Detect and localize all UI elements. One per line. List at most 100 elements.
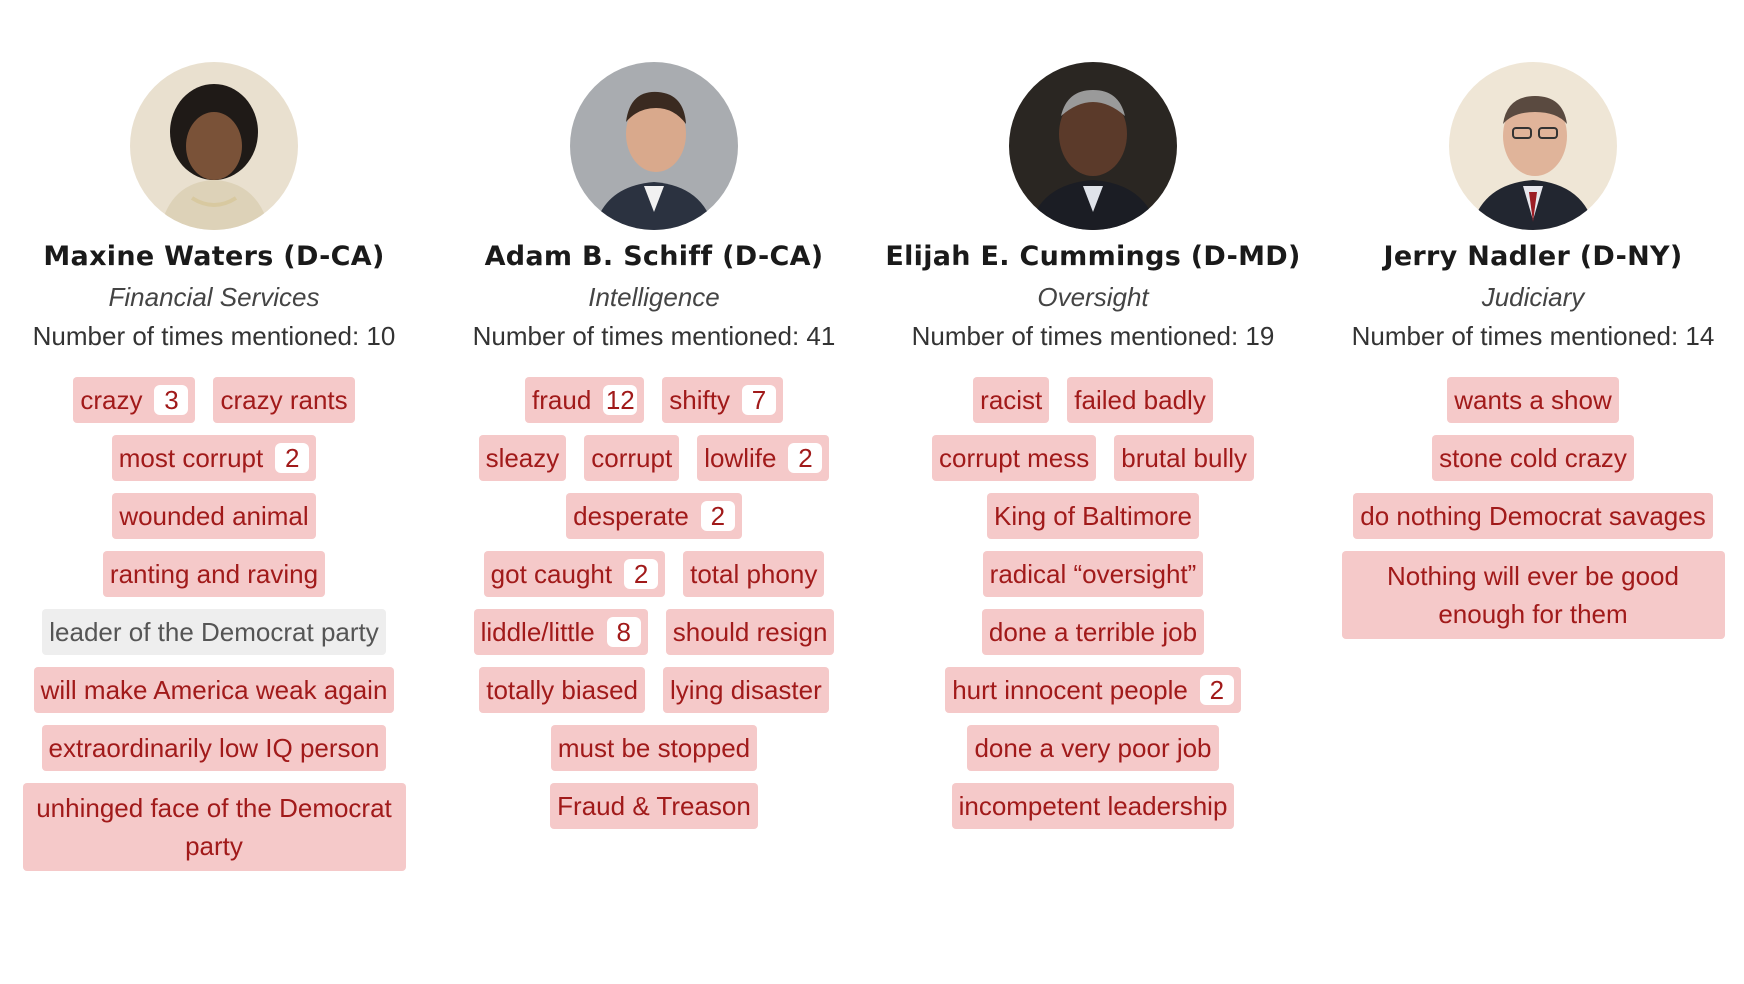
tag-row: desperate 2: [566, 493, 742, 539]
insult-tag: failed badly: [1067, 377, 1213, 423]
person-name: Elijah E. Cummings (D-MD): [885, 241, 1301, 272]
person-name: Jerry Nadler (D-NY): [1383, 241, 1683, 272]
tag-label: corrupt: [591, 443, 673, 473]
tag-row: King of Baltimore: [987, 493, 1199, 539]
tag-count: 2: [788, 443, 823, 473]
tag-row: corrupt mess brutal bully: [932, 435, 1254, 481]
tag-row: got caught 2 total phony: [483, 551, 825, 597]
insult-tag: done a very poor job: [967, 725, 1219, 771]
tag-row: done a very poor job: [967, 725, 1219, 771]
tag-label: sleazy: [485, 443, 560, 473]
tag-label: brutal bully: [1121, 443, 1247, 473]
insult-tag: Nothing will ever be good enough for the…: [1341, 551, 1725, 639]
profile-card: Jerry Nadler (D-NY) Judiciary Number of …: [1333, 0, 1733, 639]
committee-name: Oversight: [1037, 282, 1149, 312]
tag-row: unhinged face of the Democrat party: [22, 783, 406, 871]
tag-row: do nothing Democrat savages: [1353, 493, 1713, 539]
insult-tags: crazy 3 crazy rants most corrupt 2 wounded…: [14, 377, 414, 871]
tag-label: lying disaster: [670, 675, 822, 705]
tag-label: lowlife: [704, 443, 777, 473]
mention-count: Number of times mentioned: 41: [472, 321, 836, 351]
tag-row: Nothing will ever be good enough for the…: [1341, 551, 1725, 639]
mention-count: Number of times mentioned: 10: [32, 321, 396, 351]
tag-label: do nothing Democrat savages: [1360, 501, 1706, 531]
tag-count: 8: [606, 617, 641, 647]
tag-row: incompetent leadership: [951, 783, 1235, 829]
insult-tag: lowlife 2: [697, 435, 830, 481]
tag-label: Nothing will ever be good enough for the…: [1387, 561, 1679, 629]
insult-tag: incompetent leadership: [951, 783, 1235, 829]
tag-label: must be stopped: [557, 733, 751, 763]
tag-row: ranting and raving: [102, 551, 326, 597]
insult-tag: corrupt: [584, 435, 680, 481]
tag-row: hurt innocent people 2: [945, 667, 1241, 713]
insult-tag: liddle/little 8: [473, 609, 648, 655]
profile-photo: [1449, 62, 1617, 230]
tag-count: 2: [275, 443, 310, 473]
tag-label: most corrupt: [118, 443, 264, 473]
insult-tag: shifty 7: [662, 377, 783, 423]
insult-tag: should resign: [665, 609, 835, 655]
tag-label: crazy rants: [220, 385, 348, 415]
insult-tag: King of Baltimore: [987, 493, 1199, 539]
tag-count: 3: [154, 385, 189, 415]
tag-label: incompetent leadership: [958, 791, 1228, 821]
tag-label: hurt innocent people: [952, 675, 1188, 705]
insult-tag: hurt innocent people 2: [945, 667, 1241, 713]
tag-label: leader of the Democrat party: [49, 617, 379, 647]
insult-tag: desperate 2: [566, 493, 742, 539]
insult-tag: corrupt mess: [932, 435, 1097, 481]
committee-name: Intelligence: [588, 282, 720, 312]
tag-row: must be stopped: [550, 725, 758, 771]
insult-tag: Fraud & Treason: [550, 783, 758, 829]
insult-tag: total phony: [683, 551, 825, 597]
profile-photo: [1009, 62, 1177, 230]
tag-label: unhinged face of the Democrat party: [36, 793, 392, 861]
tag-label: done a terrible job: [988, 617, 1198, 647]
tag-row: radical “oversight”: [982, 551, 1204, 597]
tag-row: wants a show: [1447, 377, 1619, 423]
insult-tag: done a terrible job: [981, 609, 1205, 655]
tag-label: liddle/little: [480, 617, 595, 647]
tag-label: wants a show: [1454, 385, 1612, 415]
tag-row: sleazy corrupt lowlife 2: [478, 435, 830, 481]
tag-label: desperate: [573, 501, 689, 531]
tag-row: most corrupt 2: [111, 435, 317, 481]
tag-row: totally biased lying disaster: [479, 667, 829, 713]
insult-tag: sleazy: [478, 435, 567, 481]
insult-tag: must be stopped: [550, 725, 758, 771]
profile-photo: [570, 62, 738, 230]
tag-label: got caught: [490, 559, 613, 589]
tag-row: extraordinarily low IQ person: [41, 725, 387, 771]
insult-tag: stone cold crazy: [1432, 435, 1634, 481]
tag-label: corrupt mess: [939, 443, 1090, 473]
insult-tag: racist: [973, 377, 1050, 423]
tag-label: extraordinarily low IQ person: [48, 733, 380, 763]
tag-label: done a very poor job: [974, 733, 1212, 763]
insult-tag: got caught 2: [483, 551, 666, 597]
tag-count: 2: [624, 559, 659, 589]
tag-row: will make America weak again: [33, 667, 395, 713]
tag-label: should resign: [672, 617, 828, 647]
tag-count: 7: [741, 385, 776, 415]
tag-count: 2: [1199, 675, 1234, 705]
profile-card: Adam B. Schiff (D-CA) Intelligence Numbe…: [454, 0, 854, 829]
tag-label: total phony: [690, 559, 818, 589]
insult-tag: brutal bully: [1114, 435, 1254, 481]
person-name: Adam B. Schiff (D-CA): [484, 241, 824, 272]
tag-row: liddle/little 8 should resign: [473, 609, 835, 655]
mention-count: Number of times mentioned: 14: [1351, 321, 1715, 351]
tag-label: totally biased: [486, 675, 639, 705]
committee-name: Judiciary: [1481, 282, 1585, 312]
insult-tag: lying disaster: [663, 667, 829, 713]
tag-label: stone cold crazy: [1439, 443, 1627, 473]
profile-card: Maxine Waters (D-CA) Financial Services …: [14, 0, 414, 871]
insult-tag: ranting and raving: [102, 551, 326, 597]
insult-tag: totally biased: [479, 667, 646, 713]
tag-label: will make America weak again: [40, 675, 388, 705]
tag-label: crazy: [80, 385, 143, 415]
insult-tag: wounded animal: [112, 493, 316, 539]
tag-row: racist failed badly: [973, 377, 1213, 423]
committee-name: Financial Services: [108, 282, 320, 312]
